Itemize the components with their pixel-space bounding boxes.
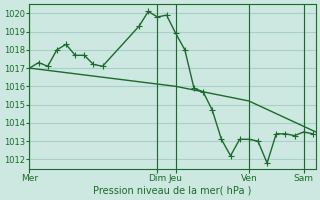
X-axis label: Pression niveau de la mer( hPa ): Pression niveau de la mer( hPa ): [93, 186, 252, 196]
